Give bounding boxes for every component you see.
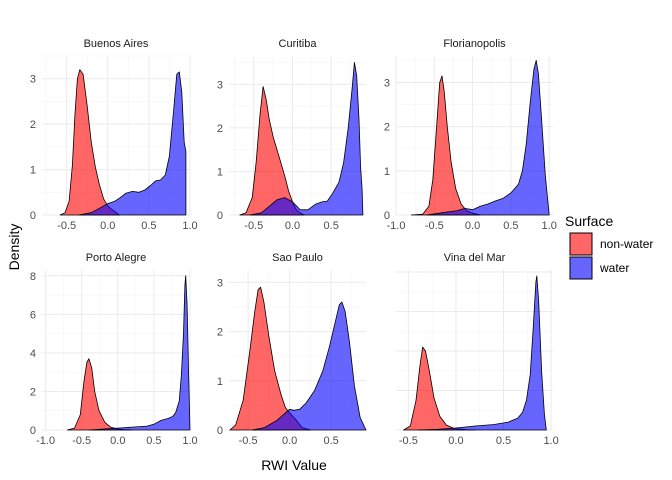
x-tick-label: 0.0 <box>448 435 463 447</box>
x-tick-label: -0.5 <box>399 435 418 447</box>
legend-label-water: water <box>599 261 629 275</box>
legend-key-water <box>569 256 593 280</box>
y-tick-label: 3 <box>217 79 223 91</box>
x-tick-label: -1.0 <box>36 435 55 447</box>
y-tick-label: 4 <box>30 348 36 360</box>
y-tick-label: 2 <box>384 122 390 134</box>
y-tick-label: 2 <box>30 386 36 398</box>
x-tick-label: 0.5 <box>141 220 156 232</box>
density-non-water-vina-del-mar <box>403 346 476 431</box>
y-tick-label: 3 <box>217 277 223 289</box>
density-water-florianopolis <box>426 60 550 216</box>
x-tick-label: 0.0 <box>465 220 480 232</box>
facet-title-porto-alegre: Porto Alegre <box>86 252 147 264</box>
x-tick-label: 0.0 <box>100 220 115 232</box>
legend: Surface non-water water <box>565 213 653 280</box>
x-tick-label: 1.0 <box>182 435 197 447</box>
y-tick-label: 0 <box>217 425 223 437</box>
y-tick-label: 1 <box>30 165 36 177</box>
facet-title-curitiba: Curitiba <box>279 38 318 50</box>
x-tick-label: 1.0 <box>542 220 557 232</box>
y-axis-title: Density <box>6 224 22 271</box>
y-tick-label: 1 <box>384 166 390 178</box>
y-tick-label: 1 <box>217 376 223 388</box>
density-water-vina-del-mar <box>417 275 547 431</box>
facet-porto-alegre: Porto Alegre -1.0 -0.5 0.0 0.5 1.0 0 2 4 6 8 <box>30 252 198 447</box>
x-tick-label: 1.0 <box>543 435 558 447</box>
y-tick-label: 6 <box>30 309 36 321</box>
density-water-curitiba <box>249 62 364 216</box>
y-tick-label: 0 <box>30 425 36 437</box>
legend-key-non-water <box>569 232 593 256</box>
x-tick-label: 0.0 <box>110 435 125 447</box>
density-non-water-buenos-aires <box>59 69 120 216</box>
x-tick-label: -1.0 <box>387 220 406 232</box>
x-tick-label: 0.5 <box>496 435 511 447</box>
density-water-sao-paulo <box>251 301 367 431</box>
facet-florianopolis: Florianopolis -1.0 -0.5 0.0 0.5 1.0 0 1 2 3 <box>384 38 557 232</box>
y-tick-label: 0 <box>30 210 36 222</box>
x-tick-label: 0.5 <box>146 435 161 447</box>
x-tick-label: 1.0 <box>182 220 197 232</box>
facet-title-florianopolis: Florianopolis <box>443 38 506 50</box>
density-non-water-sao-paulo <box>229 286 311 431</box>
y-tick-label: 0 <box>384 210 390 222</box>
x-tick-label: 0.5 <box>324 220 339 232</box>
y-tick-label: 2 <box>217 327 223 339</box>
x-tick-label: 0.5 <box>503 220 518 232</box>
facet-vina-del-mar: Vina del Mar -0.5 0.0 0.5 1.0 <box>396 252 559 447</box>
density-non-water-curitiba <box>239 86 305 216</box>
x-tick-label: -0.5 <box>72 435 91 447</box>
y-tick-label: 3 <box>30 74 36 86</box>
y-tick-label: 2 <box>217 123 223 135</box>
facet-title-sao-paulo: Sao Paulo <box>272 252 323 264</box>
y-tick-label: 2 <box>30 119 36 131</box>
y-tick-label: 8 <box>30 271 36 283</box>
facet-curitiba: Curitiba -0.5 0.0 0.5 0 1 2 3 <box>217 38 366 232</box>
facet-title-buenos-aires: Buenos Aires <box>84 38 149 50</box>
facet-title-vina-del-mar: Vina del Mar <box>444 252 506 264</box>
density-non-water-florianopolis <box>410 75 481 216</box>
facet-sao-paulo: Sao Paulo -0.5 0.0 0.5 0 1 2 3 <box>217 252 367 447</box>
x-tick-label: 0.5 <box>323 435 338 447</box>
x-tick-label: -0.5 <box>244 220 263 232</box>
y-tick-label: 1 <box>217 166 223 178</box>
y-tick-label: 0 <box>217 210 223 222</box>
legend-label-non-water: non-water <box>600 237 653 251</box>
density-water-buenos-aires <box>78 71 187 216</box>
x-tick-label: 0.0 <box>285 220 300 232</box>
density-water-porto-alegre <box>88 275 191 431</box>
x-tick-label: -0.5 <box>425 220 444 232</box>
x-axis-title: RWI Value <box>261 457 327 473</box>
facet-buenos-aires: Buenos Aires -0.5 0.0 0.5 1.0 0 1 2 3 <box>30 38 198 232</box>
x-tick-label: -0.5 <box>239 435 258 447</box>
y-tick-label: 3 <box>384 78 390 90</box>
legend-title: Surface <box>565 213 613 229</box>
facet-panels: Buenos Aires -0.5 0.0 0.5 1.0 0 1 2 3 Curitiba -0.… <box>30 38 559 447</box>
x-tick-label: 0.0 <box>282 435 297 447</box>
x-tick-label: -0.5 <box>57 220 76 232</box>
